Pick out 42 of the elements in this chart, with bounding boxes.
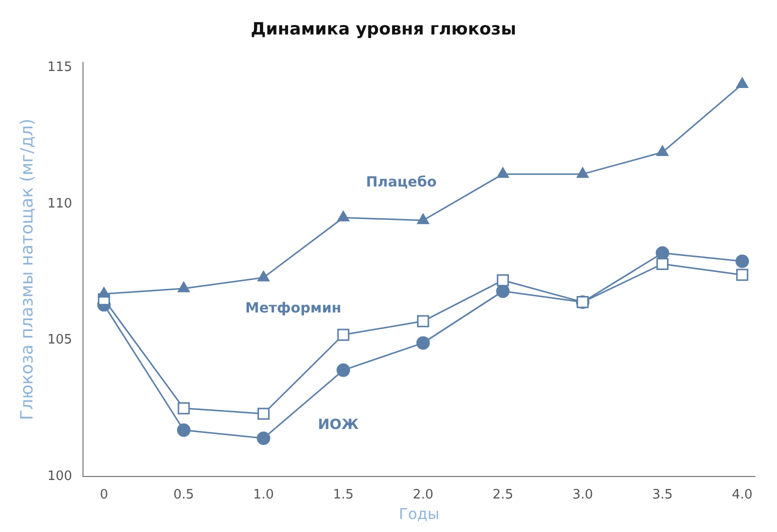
point [576, 167, 589, 178]
x-tick-label: 1.0 [253, 488, 274, 503]
point [178, 282, 190, 292]
chart-title: Динамика уровня глюкозы [250, 20, 516, 40]
x-tick-label: 0.5 [173, 488, 194, 503]
point [98, 287, 110, 298]
point [656, 246, 670, 260]
y-tick-label: 105 [47, 332, 72, 348]
x-tick-label: 3.0 [572, 488, 594, 503]
series-label: Метформин [245, 300, 342, 316]
x-tick-label: 4.0 [732, 488, 753, 503]
y-axis-title: Глюкоза плазмы натощак (мг/дл) [18, 118, 38, 420]
series-label: Плацебо [366, 174, 438, 190]
point [336, 363, 350, 377]
point [337, 210, 350, 222]
point [496, 167, 509, 178]
point [496, 274, 509, 286]
point [337, 328, 350, 341]
point [258, 270, 270, 282]
point [656, 258, 669, 270]
point [736, 268, 748, 281]
y-tick-label: 100 [47, 468, 72, 484]
point [416, 336, 430, 350]
x-tick-label: 0 [100, 488, 108, 503]
point [256, 432, 270, 446]
point [178, 402, 190, 414]
x-tick-label: 2.0 [412, 488, 434, 503]
x-axis-title: Годы [398, 504, 440, 523]
point [257, 408, 270, 420]
point [656, 146, 668, 156]
x-tick-label: 3.5 [652, 488, 673, 503]
point [417, 315, 430, 328]
point [735, 254, 749, 268]
x-tick-label: 2.5 [492, 488, 514, 503]
y-tick-label: 110 [47, 196, 72, 212]
point [736, 77, 748, 88]
point [176, 423, 190, 437]
x-tick-label: 1.5 [332, 488, 354, 503]
point [496, 284, 510, 298]
y-tick-label: 115 [47, 60, 72, 76]
point [417, 214, 430, 224]
series-label: ИОЖ [318, 416, 359, 433]
